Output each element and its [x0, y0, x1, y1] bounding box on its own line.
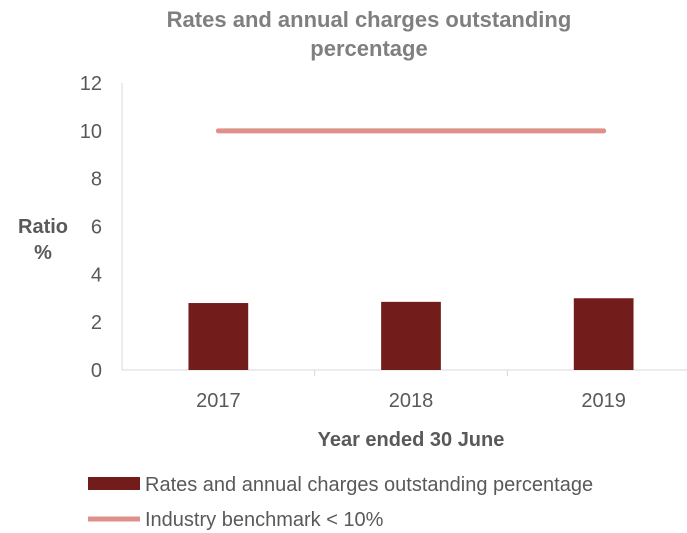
x-tick-label-2018: 2018 [389, 390, 434, 412]
y-tick-label-6: 6 [91, 217, 102, 239]
x-tick-label-2017: 2017 [196, 390, 241, 412]
x-axis-title: Year ended 30 June [318, 429, 505, 451]
y-tick-label-4: 4 [91, 264, 102, 286]
x-tick-label-2019: 2019 [581, 390, 626, 412]
y-tick-label-10: 10 [80, 121, 102, 143]
chart-title: Rates and annual charges outstanding per… [167, 7, 572, 61]
y-axis-title-line-2: % [34, 242, 52, 264]
bar-2018 [381, 301, 441, 370]
y-tick-label-0: 0 [91, 360, 102, 382]
y-axis-title: Ratio % [18, 216, 68, 264]
bar-2019 [573, 298, 634, 370]
y-tick-label-12: 12 [80, 73, 102, 95]
y-tick-label-8: 8 [91, 169, 102, 191]
x-axis-ticks: 2017 2018 2019 [196, 390, 626, 412]
chart-title-line-1: Rates and annual charges outstanding [167, 7, 572, 32]
chart-title-line-2: percentage [310, 36, 427, 61]
legend-swatch-bar [88, 477, 140, 490]
legend-label-bar: Rates and annual charges outstanding per… [145, 474, 593, 496]
y-tick-label-2: 2 [91, 312, 102, 334]
legend: Rates and annual charges outstanding per… [88, 474, 593, 531]
legend-label-line: Industry benchmark < 10% [145, 509, 384, 531]
y-axis-ticks: 0 2 4 6 8 10 12 [80, 73, 102, 382]
bar-2017 [188, 303, 249, 370]
x-axis-tickmarks [314, 370, 508, 376]
y-axis-title-line-1: Ratio [18, 216, 68, 238]
bar-series [188, 298, 634, 370]
